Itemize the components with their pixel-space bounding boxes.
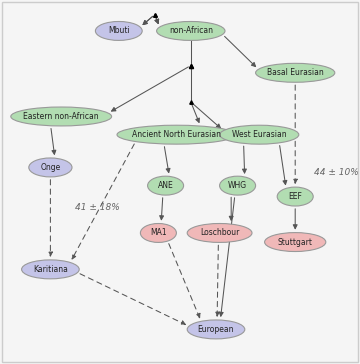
Text: Eastern non-African: Eastern non-African bbox=[23, 112, 99, 121]
Ellipse shape bbox=[140, 223, 176, 242]
Ellipse shape bbox=[22, 260, 79, 279]
Text: WHG: WHG bbox=[228, 181, 247, 190]
Text: EEF: EEF bbox=[288, 192, 302, 201]
Text: Ancient North Eurasian: Ancient North Eurasian bbox=[132, 130, 221, 139]
Text: 44 ± 10%: 44 ± 10% bbox=[314, 169, 359, 177]
Text: MA1: MA1 bbox=[150, 229, 167, 237]
Ellipse shape bbox=[148, 176, 184, 195]
Text: Karitiana: Karitiana bbox=[33, 265, 68, 274]
Ellipse shape bbox=[265, 233, 326, 252]
Ellipse shape bbox=[187, 320, 245, 339]
Text: Mbuti: Mbuti bbox=[108, 27, 130, 35]
Ellipse shape bbox=[29, 158, 72, 177]
Text: ANE: ANE bbox=[158, 181, 174, 190]
Ellipse shape bbox=[187, 223, 252, 242]
Text: 41 ± 18%: 41 ± 18% bbox=[75, 203, 120, 212]
Ellipse shape bbox=[95, 21, 142, 40]
Ellipse shape bbox=[256, 63, 335, 82]
Text: West Eurasian: West Eurasian bbox=[232, 130, 287, 139]
Text: non-African: non-African bbox=[169, 27, 213, 35]
Text: Stuttgart: Stuttgart bbox=[278, 238, 313, 246]
Ellipse shape bbox=[11, 107, 112, 126]
Ellipse shape bbox=[277, 187, 313, 206]
Ellipse shape bbox=[220, 176, 256, 195]
Text: European: European bbox=[198, 325, 234, 334]
Ellipse shape bbox=[157, 21, 225, 40]
Ellipse shape bbox=[220, 125, 299, 144]
Text: Basal Eurasian: Basal Eurasian bbox=[267, 68, 324, 77]
Ellipse shape bbox=[117, 125, 236, 144]
Text: Onge: Onge bbox=[40, 163, 60, 172]
Text: Loschbour: Loschbour bbox=[200, 229, 239, 237]
